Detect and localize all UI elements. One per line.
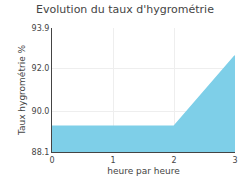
svg-text:93.9: 93.9 bbox=[32, 24, 50, 33]
svg-text:2: 2 bbox=[171, 156, 176, 165]
svg-text:88.1: 88.1 bbox=[32, 148, 50, 157]
svg-text:Taux hygrométrie %: Taux hygrométrie % bbox=[17, 44, 27, 136]
svg-text:0: 0 bbox=[49, 156, 54, 165]
svg-text:Evolution du taux d'hygrométri: Evolution du taux d'hygrométrie bbox=[36, 3, 214, 16]
svg-text:90.0: 90.0 bbox=[32, 107, 50, 116]
svg-text:92.0: 92.0 bbox=[32, 64, 50, 73]
svg-text:heure par heure: heure par heure bbox=[107, 166, 180, 176]
svg-text:3: 3 bbox=[232, 156, 237, 165]
svg-text:1: 1 bbox=[110, 156, 115, 165]
